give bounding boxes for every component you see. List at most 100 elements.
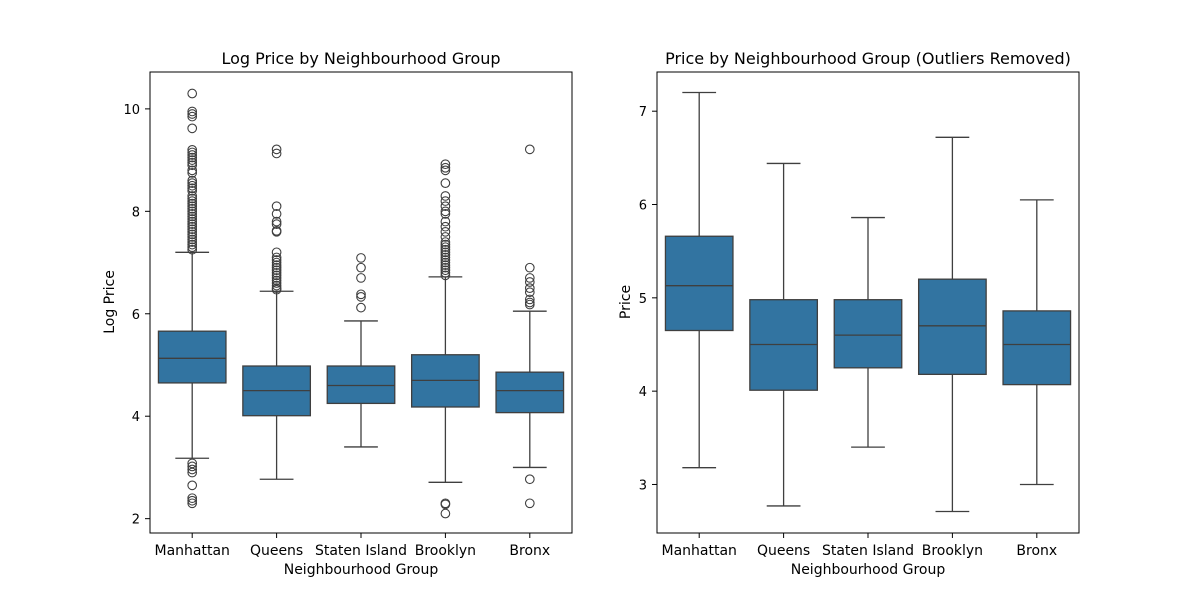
outlier-point	[440, 508, 451, 519]
outlier-point	[187, 467, 198, 478]
x-tick-label: Manhattan	[661, 543, 736, 559]
outlier-point	[440, 209, 451, 219]
outlier-point	[187, 185, 198, 196]
outlier-point	[271, 226, 282, 237]
box-body	[326, 365, 396, 405]
outlier-point	[187, 150, 198, 160]
box-body	[1002, 310, 1072, 386]
outlier-point	[271, 252, 282, 263]
outlier-point	[187, 165, 198, 176]
outlier-point	[524, 277, 535, 287]
y-tick-label: 7	[639, 105, 647, 120]
y-tick-label: 3	[639, 478, 647, 493]
outlier-point	[187, 461, 198, 472]
outlier-point	[440, 255, 451, 265]
outlier-point	[440, 178, 451, 189]
outlier-point	[524, 273, 535, 283]
outlier-point	[271, 262, 282, 273]
outlier-point	[187, 88, 198, 99]
outlier-point	[187, 198, 198, 209]
outlier-point	[187, 111, 198, 122]
outlier-point	[187, 203, 198, 214]
outlier-point	[356, 292, 366, 302]
x-axis-label: Neighbourhood Group	[284, 562, 439, 578]
box-body	[833, 299, 903, 369]
outlier-point	[187, 183, 198, 194]
outlier-point	[187, 221, 198, 232]
outlier-point	[440, 262, 451, 273]
outlier-point	[440, 165, 451, 176]
chart-title: Price by Neighbourhood Group (Outliers R…	[665, 49, 1071, 68]
outlier-point	[440, 247, 451, 258]
outlier-point	[187, 493, 198, 504]
x-axis-ticks: Manhattan Queens Staten Island Brooklyn Bron…	[661, 533, 1057, 559]
outlier-point	[187, 232, 198, 242]
outlier-point	[187, 160, 198, 171]
outlier-point	[440, 221, 451, 232]
outlier-point	[440, 250, 451, 260]
x-axis-label: Neighbourhood Group	[791, 562, 946, 578]
outlier-point	[271, 270, 282, 281]
outlier-point	[271, 265, 282, 276]
outlier-point	[187, 206, 198, 217]
outlier-point	[187, 464, 198, 475]
x-axis-ticks: Manhattan Queens Staten Island Brooklyn Bron…	[154, 533, 550, 559]
x-tick-label: Queens	[250, 543, 303, 559]
outlier-point	[440, 191, 451, 201]
outlier-point	[524, 283, 535, 294]
outlier-point	[271, 267, 282, 278]
outlier-point	[440, 499, 451, 510]
outlier-point	[187, 219, 198, 229]
outlier-point	[524, 498, 535, 509]
outlier-point	[187, 147, 198, 158]
chart-log-price: 2 4 6 8 10 Manhattan Queens Staten Island Brook…	[102, 49, 573, 578]
outlier-point	[187, 216, 198, 227]
x-tick-label: Queens	[757, 543, 810, 559]
outlier-point	[187, 157, 198, 168]
x-tick-label: Staten Island	[315, 543, 407, 559]
outlier-point	[187, 498, 198, 509]
outlier-point	[187, 106, 198, 117]
outlier-point	[440, 159, 451, 170]
outlier-point	[524, 294, 535, 305]
outlier-point	[440, 206, 451, 217]
x-tick-label: Brooklyn	[415, 543, 476, 559]
outlier-point	[440, 239, 451, 250]
outlier-point	[187, 180, 198, 191]
outlier-point	[187, 209, 198, 219]
outlier-point	[440, 237, 451, 247]
x-tick-label: Staten Island	[822, 543, 914, 559]
outlier-point	[271, 144, 282, 155]
outlier-point	[187, 109, 198, 119]
outlier-point	[271, 275, 282, 286]
outlier-point	[187, 193, 198, 204]
outlier-point	[440, 242, 451, 253]
outlier-point	[271, 260, 282, 270]
chart-marks	[664, 91, 1072, 513]
outlier-point	[187, 178, 198, 189]
chart-price-outliers-removed: 3 4 5 6 7 Manhattan Queens Staten Island Brookl…	[618, 49, 1080, 578]
outlier-point	[271, 216, 282, 227]
outlier-point	[524, 299, 535, 310]
outlier-point	[187, 229, 198, 240]
outlier-point	[440, 196, 451, 206]
outlier-point	[271, 284, 282, 295]
outlier-point	[271, 148, 282, 159]
outlier-point	[187, 211, 198, 222]
box-body	[495, 371, 565, 414]
y-axis-ticks: 2 4 6 8 10	[123, 103, 150, 528]
x-tick-label: Bronx	[509, 543, 550, 559]
y-tick-label: 5	[639, 292, 647, 307]
x-tick-label: Manhattan	[154, 543, 229, 559]
box-body	[157, 330, 227, 384]
outlier-point	[356, 253, 366, 263]
outlier-point	[187, 191, 198, 201]
outlier-point	[356, 262, 366, 273]
outlier-point	[187, 123, 198, 134]
box-body	[917, 278, 987, 376]
outlier-point	[271, 280, 282, 291]
outlier-point	[524, 144, 535, 155]
y-tick-label: 8	[132, 205, 140, 220]
